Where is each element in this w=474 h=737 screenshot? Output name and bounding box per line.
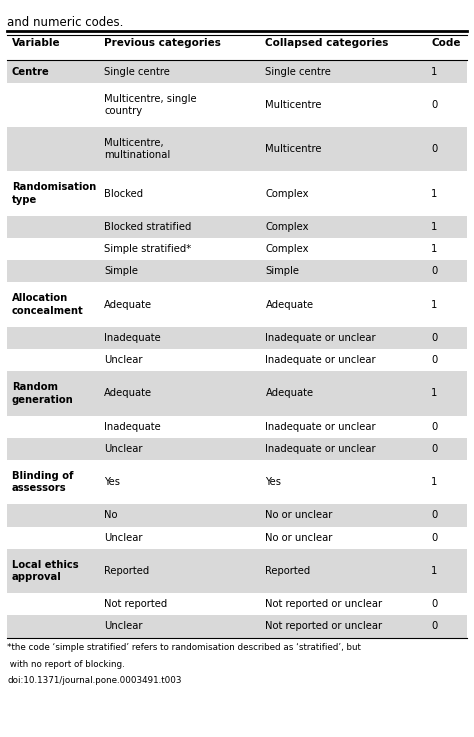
Text: Variable: Variable — [12, 38, 61, 49]
Bar — [7, 416, 467, 438]
Bar — [7, 526, 467, 549]
Text: 0: 0 — [431, 621, 438, 632]
Text: Multicentre: Multicentre — [265, 144, 322, 154]
Text: Blinding of
assessors: Blinding of assessors — [12, 471, 73, 493]
Text: Unclear: Unclear — [104, 533, 143, 542]
Text: Collapsed categories: Collapsed categories — [265, 38, 389, 49]
Bar — [7, 593, 467, 615]
Text: doi:10.1371/journal.pone.0003491.t003: doi:10.1371/journal.pone.0003491.t003 — [7, 676, 182, 685]
Text: 0: 0 — [431, 599, 438, 609]
Text: 0: 0 — [431, 422, 438, 432]
Text: Code: Code — [431, 38, 461, 49]
Text: Simple: Simple — [265, 266, 300, 276]
Text: Randomisation
type: Randomisation type — [12, 182, 96, 205]
Text: Inadequate or unclear: Inadequate or unclear — [265, 333, 376, 343]
Text: 0: 0 — [431, 99, 438, 110]
Text: Multicentre: Multicentre — [265, 99, 322, 110]
Text: 0: 0 — [431, 444, 438, 454]
Text: No or unclear: No or unclear — [265, 533, 333, 542]
Text: Blocked: Blocked — [104, 189, 144, 198]
Bar — [7, 326, 467, 349]
Text: Unclear: Unclear — [104, 444, 143, 454]
Text: Allocation
concealment: Allocation concealment — [12, 293, 83, 315]
Text: Reported: Reported — [104, 566, 149, 576]
Text: 0: 0 — [431, 511, 438, 520]
Text: *the code ‘simple stratified’ refers to randomisation described as ‘stratified’,: *the code ‘simple stratified’ refers to … — [7, 643, 361, 652]
Text: No or unclear: No or unclear — [265, 511, 333, 520]
Text: Simple stratified*: Simple stratified* — [104, 244, 191, 254]
Bar — [7, 282, 467, 326]
Bar — [7, 371, 467, 416]
Text: Yes: Yes — [104, 477, 120, 487]
Text: Centre: Centre — [12, 66, 50, 77]
Bar — [7, 172, 467, 216]
Text: Local ethics
approval: Local ethics approval — [12, 559, 79, 582]
Text: Single centre: Single centre — [265, 66, 331, 77]
Text: 1: 1 — [431, 189, 438, 198]
Text: 0: 0 — [431, 333, 438, 343]
Text: 1: 1 — [431, 66, 438, 77]
Text: 0: 0 — [431, 533, 438, 542]
Bar — [7, 549, 467, 593]
Text: Not reported or unclear: Not reported or unclear — [265, 599, 383, 609]
Text: 1: 1 — [431, 299, 438, 310]
Text: Adequate: Adequate — [104, 299, 153, 310]
Text: Random
generation: Random generation — [12, 383, 73, 405]
Bar — [7, 438, 467, 460]
Bar — [7, 238, 467, 260]
Text: Inadequate: Inadequate — [104, 422, 161, 432]
Text: Not reported: Not reported — [104, 599, 167, 609]
Text: Multicentre,
multinational: Multicentre, multinational — [104, 138, 171, 161]
Text: Previous categories: Previous categories — [104, 38, 221, 49]
Text: Complex: Complex — [265, 222, 309, 232]
Text: 1: 1 — [431, 222, 438, 232]
Text: No: No — [104, 511, 118, 520]
Text: with no report of blocking.: with no report of blocking. — [7, 660, 125, 668]
Text: Unclear: Unclear — [104, 621, 143, 632]
Bar — [7, 60, 467, 83]
Text: Inadequate: Inadequate — [104, 333, 161, 343]
Text: Complex: Complex — [265, 244, 309, 254]
Text: Blocked stratified: Blocked stratified — [104, 222, 191, 232]
Text: 1: 1 — [431, 388, 438, 399]
Text: Unclear: Unclear — [104, 355, 143, 365]
Bar — [7, 615, 467, 638]
Text: Reported: Reported — [265, 566, 310, 576]
Text: Inadequate or unclear: Inadequate or unclear — [265, 444, 376, 454]
Text: Single centre: Single centre — [104, 66, 170, 77]
Bar — [7, 349, 467, 371]
Bar — [7, 260, 467, 282]
Text: Simple: Simple — [104, 266, 138, 276]
Text: Adequate: Adequate — [104, 388, 153, 399]
Text: Inadequate or unclear: Inadequate or unclear — [265, 422, 376, 432]
Bar — [7, 127, 467, 172]
Text: 0: 0 — [431, 144, 438, 154]
Text: Complex: Complex — [265, 189, 309, 198]
Text: Adequate: Adequate — [265, 388, 314, 399]
Text: Multicentre, single
country: Multicentre, single country — [104, 94, 197, 116]
Text: Not reported or unclear: Not reported or unclear — [265, 621, 383, 632]
Bar — [7, 504, 467, 526]
Text: Adequate: Adequate — [265, 299, 314, 310]
Text: 0: 0 — [431, 355, 438, 365]
Text: 1: 1 — [431, 477, 438, 487]
Text: 0: 0 — [431, 266, 438, 276]
Text: and numeric codes.: and numeric codes. — [7, 16, 124, 29]
Text: 1: 1 — [431, 566, 438, 576]
Bar — [7, 460, 467, 504]
Bar — [7, 83, 467, 127]
Text: Yes: Yes — [265, 477, 282, 487]
Text: 1: 1 — [431, 244, 438, 254]
Text: Inadequate or unclear: Inadequate or unclear — [265, 355, 376, 365]
Bar — [7, 216, 467, 238]
